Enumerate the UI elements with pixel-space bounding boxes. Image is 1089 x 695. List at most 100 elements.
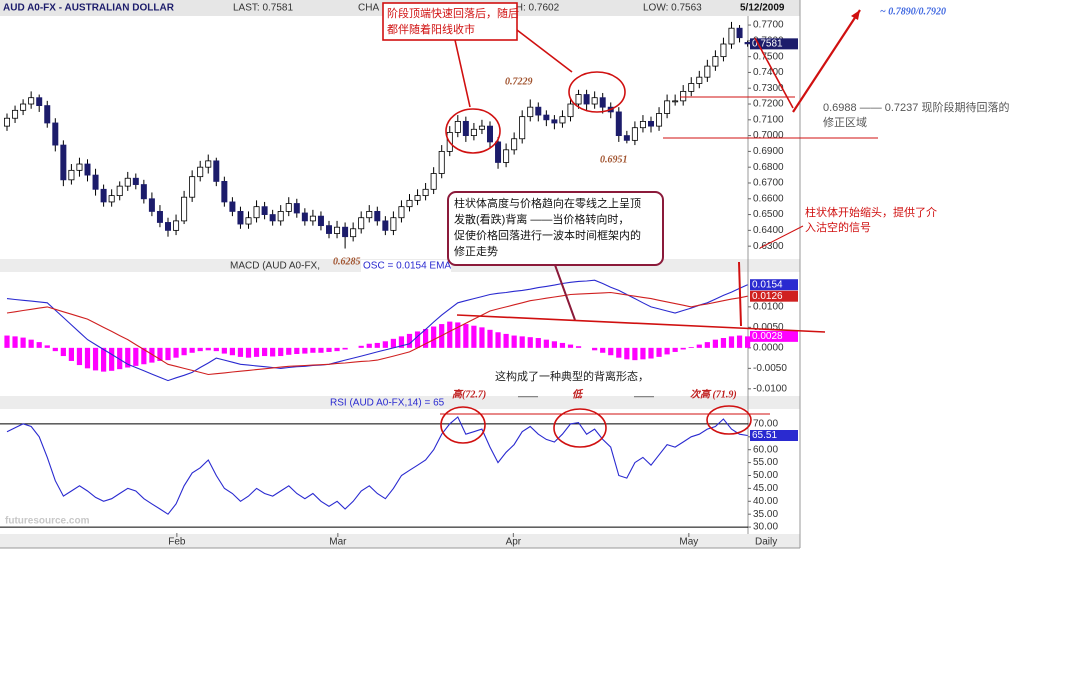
target: ~ 0.7890/0.7920 [880,6,946,17]
histogram-bar [656,347,662,357]
circle [553,408,607,448]
histogram-bar [133,347,139,366]
candle-body [52,122,59,146]
histogram-bar [511,335,517,348]
candle-body [108,195,115,203]
y-tick-label: 0.0050 [753,322,784,333]
histogram-bar [471,325,477,348]
histogram-bar [632,347,638,361]
histogram-bar [213,347,219,352]
y-tick-label: -0.0050 [753,363,787,374]
histogram-bar [551,341,557,348]
candle-body [156,211,163,223]
histogram-bar [197,347,203,352]
candle-body [656,113,663,127]
note: 发散(看跌)背离 ——当价格转向时， [454,212,629,226]
watermark: futuresource.com [5,516,90,527]
histogram-bar [374,342,380,348]
histogram-bar [744,336,751,348]
histogram-bar [728,336,735,348]
candle-body [495,141,502,163]
histogram-bar [648,347,654,359]
y-tick-label: 60.00 [753,444,778,455]
change: CHA [358,3,379,14]
candle-body [261,206,268,215]
histogram-bar [262,347,268,357]
candle-body [28,97,35,105]
histogram-bar [600,347,606,353]
candle-body [245,217,252,225]
histogram-bar [278,347,284,357]
y-tick-label: 0.7500 [753,51,784,62]
candle-body [559,116,566,124]
candle-body [398,206,405,219]
histogram-bar [575,346,582,348]
histogram-bar [149,347,155,363]
candle-body [672,100,679,103]
y-tick-label: 45.00 [753,483,778,494]
candle-body [132,177,139,185]
y-tick-label: 0.7100 [753,114,784,125]
rsi-title: RSI (AUD A0-FX,14) = 65 [330,398,445,409]
histogram-bar [141,347,147,365]
candle-body [511,138,518,151]
candle-body [462,120,469,137]
histogram-bar [109,347,115,371]
x-tick-label: Feb [168,537,186,548]
histogram-bar [487,329,493,348]
y-tick-label: 0.6700 [753,178,784,189]
candle-body [36,97,43,106]
arrow [792,9,861,113]
arrow [516,29,573,73]
histogram-bar [205,347,211,351]
histogram-bar [696,344,702,348]
last-value-tag [750,38,798,50]
candle-body [173,220,180,231]
candle-body [92,174,99,190]
candle-body [317,215,324,227]
candle-body [430,173,437,190]
histogram-bar [125,347,131,368]
candle-body [358,217,365,230]
histogram-bar [326,347,332,352]
note: 柱状体高度与价格趋向在零线之上呈顶 [454,196,641,210]
note: 柱状体开始缩头，提供了介 [805,205,937,219]
candle-body [728,27,735,45]
histogram-bar [101,347,107,372]
histogram-bar [28,339,34,348]
histogram-bar [640,347,646,360]
arrow [454,39,471,108]
candle-body [4,117,11,127]
histogram-bar [237,347,244,357]
histogram-bar [559,342,566,348]
candle-body [454,120,461,133]
x-tick-label: Apr [506,537,522,548]
candle-body [680,90,687,102]
candle-body [12,109,19,119]
x-label: Daily [755,537,777,548]
y-tick-label: 35.00 [753,509,778,520]
histogram-bar [294,347,300,354]
note: 都伴随着阳线收市 [387,22,475,36]
candle-body [20,103,27,111]
candle-body [229,201,236,212]
arrow [738,261,742,327]
candle-body [374,211,381,222]
histogram-bar [181,347,187,356]
candle-body [623,135,630,141]
y-tick-label: 0.0000 [753,342,784,353]
histogram-bar [4,335,10,348]
histogram-bar [245,347,252,358]
candle-body [639,120,646,129]
histogram-bar [712,339,718,348]
candle-body [334,226,341,234]
arrow [759,225,804,249]
last-value-tag [750,279,798,291]
arrow [754,37,794,109]
histogram-bar [390,338,397,348]
date-band [0,534,800,548]
histogram-bar [688,347,694,348]
candle-body [205,160,212,168]
